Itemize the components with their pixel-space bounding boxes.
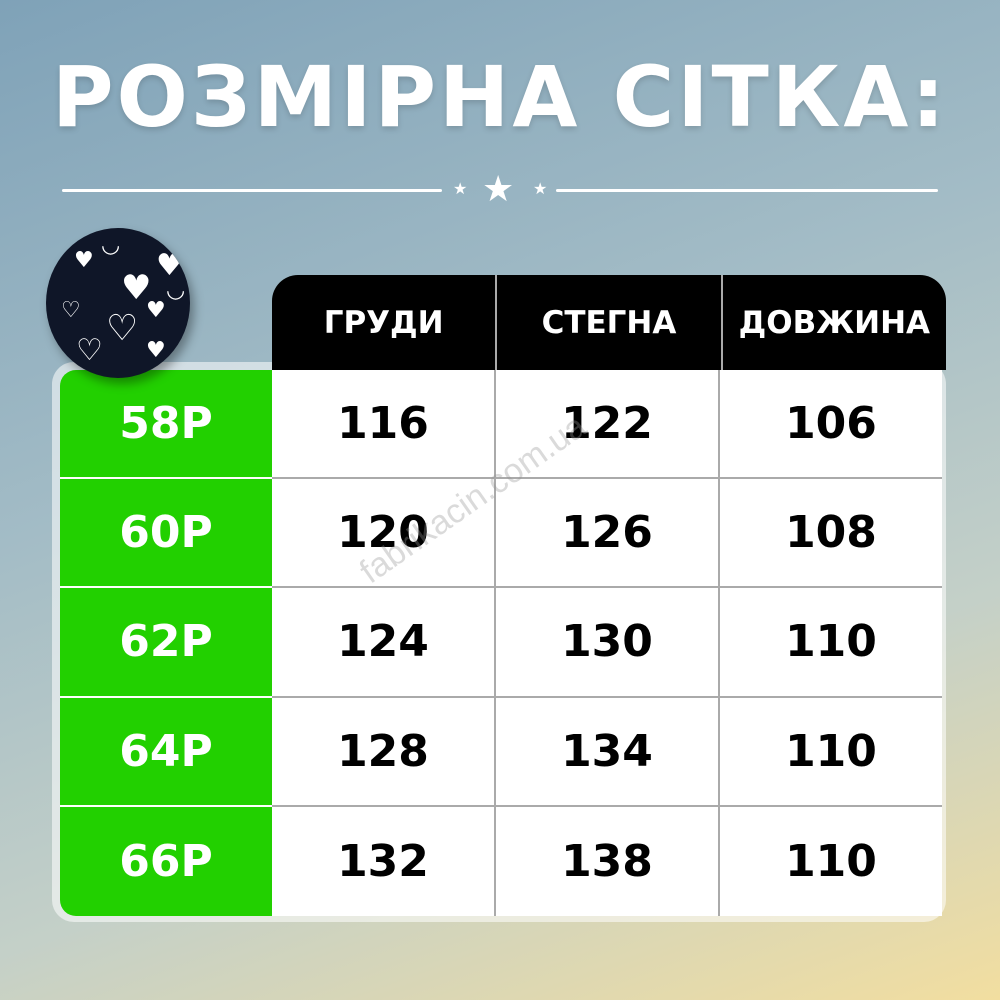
size-label: 58Р	[60, 370, 272, 480]
size-column: 58Р 60Р 62Р 64Р 66Р	[60, 370, 272, 916]
cell-length: 110	[785, 725, 877, 777]
size-label: 66Р	[119, 835, 213, 887]
cell-length: 110	[785, 616, 877, 668]
divider-line-right	[556, 189, 938, 192]
header-hips: СТЕГНА	[497, 275, 723, 370]
cell-length: 110	[785, 835, 877, 887]
header-chest: ГРУДИ	[272, 275, 498, 370]
cell-chest: 116	[272, 370, 496, 478]
cell-hips: 130	[496, 588, 720, 696]
size-column-bg	[60, 370, 272, 916]
table-row: 120 126 108	[272, 479, 942, 589]
cell-chest: 132	[272, 806, 496, 916]
table-row: 124 130 110	[272, 588, 942, 698]
table-body: 116 122 106 120 126 108 124 130 110 128 …	[272, 370, 942, 916]
cell-chest: 120	[272, 479, 496, 587]
cell-length: 106	[785, 398, 877, 450]
divider-line-left	[62, 189, 442, 192]
cell-chest: 128	[272, 697, 496, 805]
table-row: 128 134 110	[272, 697, 942, 807]
cell-hips: 122	[496, 370, 720, 478]
small-star-icon: ★	[533, 179, 548, 198]
cell-hips: 134	[496, 697, 720, 805]
cell-hips: 138	[496, 806, 720, 916]
cell-length: 108	[785, 507, 877, 559]
size-label: 64Р	[60, 698, 272, 807]
star-icon: ★	[482, 169, 515, 210]
table-header: ГРУДИ СТЕГНА ДОВЖИНА	[272, 275, 946, 370]
fabric-swatch-image: ♥ ♥ ♡ ♡ ♥ ♡ ♥ ♥ ◡ ◡	[46, 228, 190, 378]
page-title: РОЗМІРНА СІТКА:	[51, 48, 949, 146]
table-row: 132 138 110	[272, 806, 942, 916]
header-length: ДОВЖИНА	[738, 304, 931, 341]
table-row: 116 122 106	[272, 370, 942, 480]
size-label: 62Р	[60, 588, 272, 698]
cell-chest: 124	[272, 588, 496, 696]
size-label: 60Р	[60, 479, 272, 589]
cell-hips: 126	[496, 479, 720, 587]
small-star-icon: ★	[453, 179, 468, 198]
